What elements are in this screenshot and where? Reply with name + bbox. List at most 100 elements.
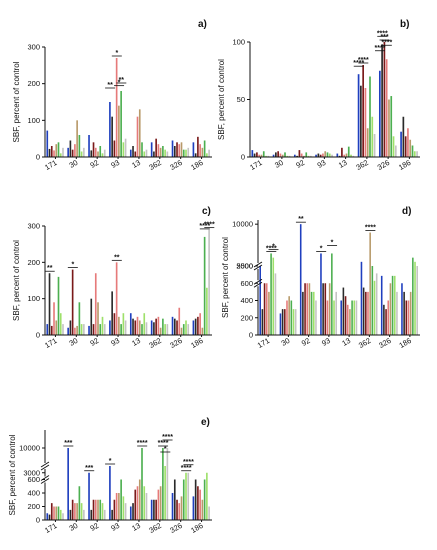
y-tick-label: 50 <box>237 95 245 104</box>
bar <box>262 151 265 157</box>
significance-marks: ************* <box>44 222 215 272</box>
bar <box>103 509 106 521</box>
x-tick-label: 13 <box>130 336 142 348</box>
bar <box>134 151 137 157</box>
x-tick-label: 92 <box>294 158 306 170</box>
bar <box>62 324 64 335</box>
bar <box>360 261 363 335</box>
bar <box>138 479 141 520</box>
x-tick-label: 326 <box>168 521 183 535</box>
bar <box>315 300 317 335</box>
bar <box>185 320 187 335</box>
x-tick-label: 186 <box>189 336 204 350</box>
bar <box>71 149 74 157</box>
bar <box>180 142 183 157</box>
bar <box>48 273 51 335</box>
bar <box>94 147 97 157</box>
bar <box>308 283 311 335</box>
bar <box>99 146 102 157</box>
bar <box>97 302 99 335</box>
y-tick-label: 0 <box>36 153 40 162</box>
bar <box>143 486 146 520</box>
bar <box>113 499 116 520</box>
bar <box>115 58 118 157</box>
x-tick-label: 93 <box>320 336 332 348</box>
bar <box>145 493 148 520</box>
bar <box>302 291 304 336</box>
bar <box>366 128 369 157</box>
bar <box>375 273 378 335</box>
x-tick-label: 30 <box>68 158 80 170</box>
bar <box>173 318 176 335</box>
bar <box>115 262 118 335</box>
x-tick-label: 326 <box>168 158 183 172</box>
y-tick-label: 200 <box>240 313 253 322</box>
bar <box>166 151 169 157</box>
bar <box>159 327 162 335</box>
bar <box>157 489 160 521</box>
bar <box>194 318 197 335</box>
bar <box>120 91 122 157</box>
bars <box>46 58 210 157</box>
y-axis-label: SBF, percent of control <box>12 61 21 142</box>
bar <box>409 291 412 336</box>
bar <box>182 324 185 335</box>
bar <box>178 144 181 157</box>
bar <box>259 266 261 335</box>
x-tick-label: 326 <box>168 336 183 350</box>
bar <box>173 479 176 520</box>
bar <box>94 499 97 520</box>
bar <box>153 151 155 157</box>
bar <box>159 147 162 157</box>
bar <box>411 145 414 157</box>
bar <box>88 325 90 335</box>
significance-label: **** <box>158 440 169 447</box>
bar <box>199 144 201 157</box>
bar <box>328 153 331 157</box>
bar <box>197 486 199 520</box>
significance-label: **** <box>353 60 364 67</box>
bar <box>347 146 350 157</box>
x-tick-label: 171 <box>248 158 263 172</box>
bar <box>405 300 408 335</box>
bar <box>50 503 53 521</box>
bars <box>46 229 210 335</box>
bar <box>164 324 166 335</box>
bar <box>76 503 78 521</box>
axis-break-mark <box>253 281 263 288</box>
bar <box>143 313 146 335</box>
bar <box>343 154 346 157</box>
bar <box>97 151 99 157</box>
bar <box>253 153 256 157</box>
bar <box>59 313 62 335</box>
bar <box>378 70 381 157</box>
bar <box>260 154 263 157</box>
bar <box>111 116 113 157</box>
bar <box>103 324 106 335</box>
bar <box>90 298 93 335</box>
x-tick-label: 93 <box>316 158 328 170</box>
bar <box>57 506 60 520</box>
bar <box>69 140 72 157</box>
bar <box>150 320 153 335</box>
x-tick-label: 326 <box>377 336 392 350</box>
bar <box>143 151 146 157</box>
bar <box>369 232 371 335</box>
bar <box>265 155 267 157</box>
bar <box>258 154 261 157</box>
bar <box>309 155 312 157</box>
bar <box>387 300 390 335</box>
bar <box>124 138 127 157</box>
y-tick-label: 300 <box>27 43 40 52</box>
bar <box>315 154 317 157</box>
bar <box>310 291 313 336</box>
bar <box>336 153 339 157</box>
bar <box>122 313 125 335</box>
significance-label: **** <box>181 465 192 472</box>
bar <box>393 275 396 335</box>
bar <box>136 116 139 157</box>
significance-label: **** <box>375 45 386 52</box>
bar <box>296 155 298 157</box>
bar <box>83 147 85 157</box>
bar <box>48 148 51 157</box>
